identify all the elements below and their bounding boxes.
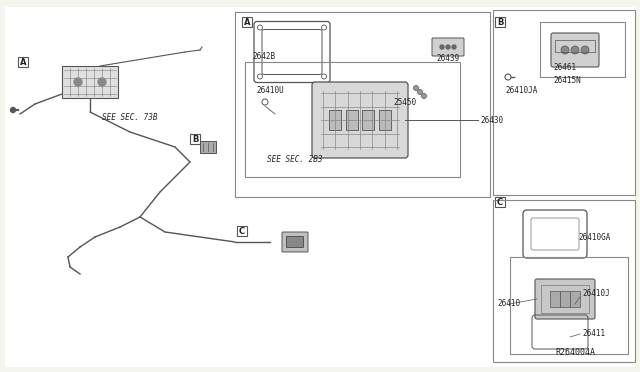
Text: R264004A: R264004A bbox=[555, 348, 595, 357]
Text: 26439: 26439 bbox=[436, 54, 459, 62]
Bar bbox=[237, 226, 247, 236]
Bar bbox=[541, 285, 589, 313]
Text: C: C bbox=[239, 227, 245, 235]
Text: 26410: 26410 bbox=[497, 299, 520, 308]
Bar bbox=[540, 22, 625, 77]
Circle shape bbox=[440, 45, 444, 49]
FancyBboxPatch shape bbox=[287, 237, 303, 247]
Text: A: A bbox=[244, 17, 250, 26]
Text: B: B bbox=[497, 17, 503, 26]
Circle shape bbox=[10, 108, 15, 112]
Text: 26411: 26411 bbox=[582, 330, 605, 339]
Circle shape bbox=[74, 78, 82, 86]
FancyBboxPatch shape bbox=[535, 279, 595, 319]
Bar bbox=[18, 57, 28, 67]
Bar bbox=[570, 291, 580, 307]
Bar bbox=[379, 110, 391, 130]
Circle shape bbox=[561, 46, 569, 54]
Bar bbox=[510, 257, 628, 354]
FancyBboxPatch shape bbox=[432, 38, 464, 56]
Text: 26410GA: 26410GA bbox=[578, 232, 611, 241]
Bar bbox=[235, 12, 490, 197]
Text: SEE SEC. 73B: SEE SEC. 73B bbox=[102, 112, 157, 122]
Text: C: C bbox=[497, 198, 503, 206]
Bar bbox=[242, 17, 252, 27]
Bar bbox=[493, 10, 635, 195]
Bar bbox=[560, 291, 570, 307]
Text: 26410U: 26410U bbox=[256, 86, 284, 94]
FancyBboxPatch shape bbox=[312, 82, 408, 158]
Bar bbox=[346, 110, 358, 130]
Text: 2642B: 2642B bbox=[252, 51, 275, 61]
Polygon shape bbox=[62, 66, 118, 98]
Text: 26415N: 26415N bbox=[553, 76, 580, 84]
Text: SEE SEC. 2B3: SEE SEC. 2B3 bbox=[267, 154, 323, 164]
Circle shape bbox=[446, 45, 450, 49]
Text: 25450: 25450 bbox=[393, 97, 416, 106]
Bar bbox=[329, 110, 341, 130]
Text: 26410JA: 26410JA bbox=[505, 86, 538, 94]
Text: 26430: 26430 bbox=[480, 115, 503, 125]
Circle shape bbox=[452, 45, 456, 49]
Bar bbox=[550, 291, 560, 307]
Circle shape bbox=[581, 46, 589, 54]
Circle shape bbox=[417, 90, 422, 94]
Circle shape bbox=[422, 93, 426, 99]
Text: 26461: 26461 bbox=[553, 62, 576, 71]
Circle shape bbox=[98, 78, 106, 86]
Bar bbox=[493, 200, 635, 362]
Bar bbox=[495, 197, 505, 207]
FancyBboxPatch shape bbox=[282, 232, 308, 252]
Bar bbox=[495, 17, 505, 27]
FancyBboxPatch shape bbox=[551, 33, 599, 67]
Text: 26410J: 26410J bbox=[582, 289, 610, 298]
Bar bbox=[200, 141, 216, 153]
Bar bbox=[362, 110, 374, 130]
Bar bbox=[555, 40, 595, 52]
Text: A: A bbox=[20, 58, 26, 67]
Circle shape bbox=[571, 46, 579, 54]
Bar bbox=[245, 62, 460, 177]
Bar bbox=[190, 134, 200, 144]
Text: B: B bbox=[192, 135, 198, 144]
Circle shape bbox=[413, 86, 419, 90]
